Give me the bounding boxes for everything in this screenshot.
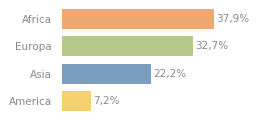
Bar <box>62 64 151 84</box>
Bar <box>62 91 90 111</box>
Bar <box>62 9 214 29</box>
Text: 37,9%: 37,9% <box>216 14 249 24</box>
Text: 22,2%: 22,2% <box>153 69 186 79</box>
Bar <box>62 36 193 56</box>
Text: 7,2%: 7,2% <box>93 96 120 106</box>
Text: 32,7%: 32,7% <box>195 41 228 51</box>
